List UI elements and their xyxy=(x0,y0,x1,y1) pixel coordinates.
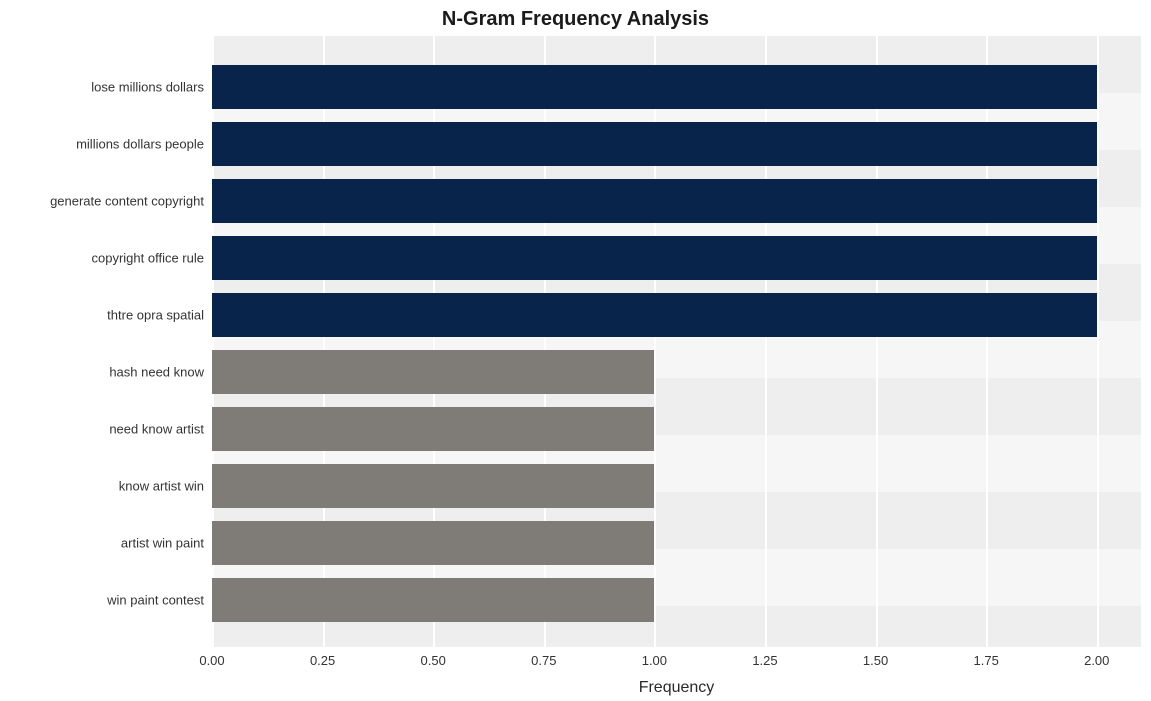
y-axis-label: hash need know xyxy=(109,365,212,380)
y-axis-label: need know artist xyxy=(109,422,212,437)
y-axis-label: artist win paint xyxy=(121,536,212,551)
y-axis-label: know artist win xyxy=(119,479,212,494)
bar xyxy=(212,293,1097,337)
y-axis-label: lose millions dollars xyxy=(91,80,212,95)
bar xyxy=(212,122,1097,166)
bar xyxy=(212,521,654,565)
bar xyxy=(212,65,1097,109)
ngram-frequency-chart: N-Gram Frequency Analysis lose millions … xyxy=(0,0,1151,701)
plot-area: lose millions dollarsmillions dollars pe… xyxy=(212,36,1141,647)
x-axis-label: Frequency xyxy=(212,647,1141,697)
grid-vline xyxy=(1097,36,1099,647)
bar xyxy=(212,179,1097,223)
y-axis-label: win paint contest xyxy=(107,593,212,608)
bar xyxy=(212,236,1097,280)
y-axis-label: millions dollars people xyxy=(76,137,212,152)
bar xyxy=(212,407,654,451)
y-axis-label: generate content copyright xyxy=(50,194,212,209)
bar xyxy=(212,350,654,394)
chart-title: N-Gram Frequency Analysis xyxy=(0,8,1151,31)
bar xyxy=(212,578,654,622)
y-axis-label: copyright office rule xyxy=(92,251,213,266)
y-axis-label: thtre opra spatial xyxy=(107,308,212,323)
bar xyxy=(212,464,654,508)
